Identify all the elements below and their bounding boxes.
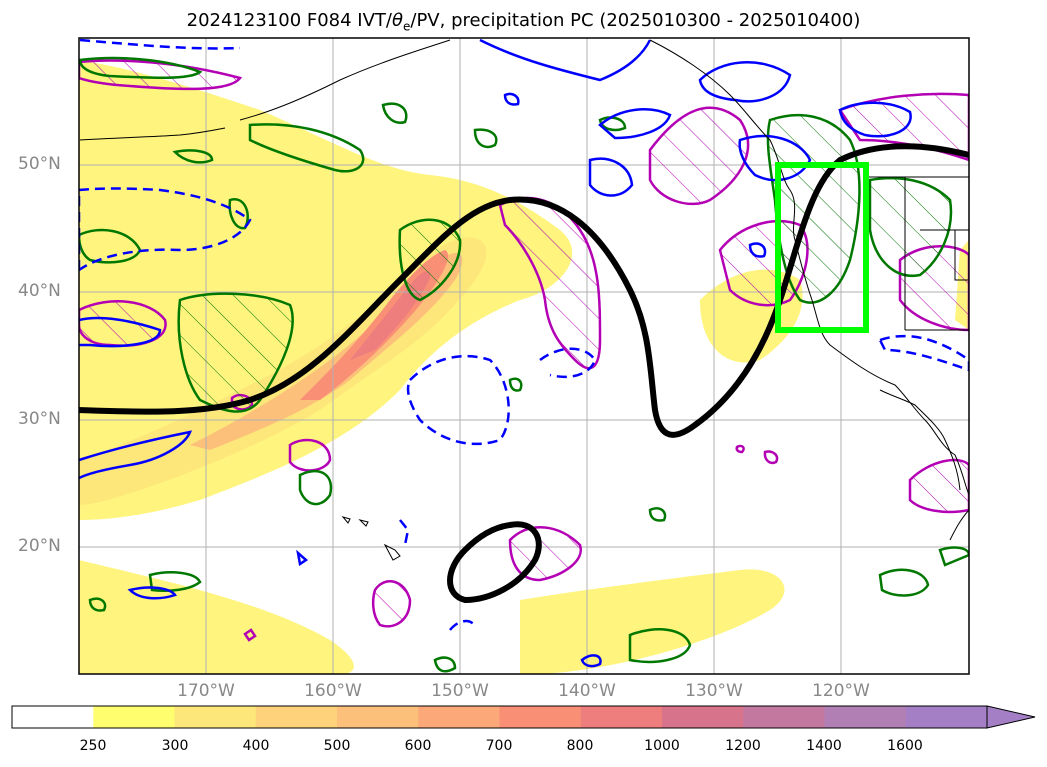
blue-contours: [79, 38, 969, 668]
ivt-field: [79, 60, 969, 674]
lon-label-120w: 120°W: [812, 681, 870, 701]
lon-label-150w: 150°W: [431, 681, 489, 701]
colorbar-segment: [499, 706, 582, 728]
lat-label-20n: 20°N: [18, 536, 61, 556]
theta-e-contour-thick: [79, 143, 969, 438]
colorbar-extend-arrow: [986, 705, 1036, 729]
lon-label-140w: 140°W: [558, 681, 616, 701]
colorbar-frame: [11, 705, 988, 729]
map-content: [79, 38, 969, 674]
title-prefix: 2024123100 F084 IVT/: [186, 10, 392, 31]
colorbar-segment: [12, 706, 94, 728]
colorbar-tick: 1200: [725, 738, 761, 754]
lon-label-160w: 160°W: [304, 681, 362, 701]
lat-label-30n: 30°N: [18, 409, 61, 429]
lon-label-170w: 170°W: [177, 681, 235, 701]
pv-contours: [79, 59, 969, 642]
colorbar: [11, 705, 1036, 729]
colorbar-tick: 500: [323, 738, 351, 754]
colorbar-segment: [824, 706, 907, 728]
theta-e-closed-contour: [447, 521, 542, 604]
coastline: [79, 39, 969, 561]
title-theta: θ: [391, 10, 403, 31]
title-theta-sub: e: [403, 19, 411, 34]
colorbar-tick: 600: [404, 738, 432, 754]
figure-title: 2024123100 F084 IVT/θe/PV, precipitation…: [0, 10, 1047, 34]
colorbar-tick: 1600: [887, 738, 923, 754]
lat-label-40n: 40°N: [18, 281, 61, 301]
colorbar-segment: [662, 706, 744, 728]
title-suffix: /PV, precipitation PC (2025010300 - 2025…: [410, 10, 861, 31]
precipitation-region-box: [775, 162, 869, 333]
colorbar-tick: 1000: [644, 738, 680, 754]
colorbar-segment: [905, 706, 988, 728]
colorbar-segment: [418, 706, 500, 728]
colorbar-tick: 700: [485, 738, 513, 754]
colorbar-tick: 800: [566, 738, 594, 754]
colorbar-segment: [580, 706, 663, 728]
colorbar-tick: 300: [161, 738, 189, 754]
colorbar-segment: [743, 706, 825, 728]
colorbar-segment: [337, 706, 419, 728]
colorbar-tick: 250: [79, 738, 107, 754]
colorbar-segment: [93, 706, 175, 728]
colorbar-segment: [255, 706, 338, 728]
colorbar-tick: 400: [242, 738, 270, 754]
map-frame: [78, 37, 970, 675]
lon-label-130w: 130°W: [685, 681, 743, 701]
colorbar-tick: 1400: [806, 738, 842, 754]
lat-label-50n: 50°N: [18, 154, 61, 174]
colorbar-segment: [174, 706, 257, 728]
